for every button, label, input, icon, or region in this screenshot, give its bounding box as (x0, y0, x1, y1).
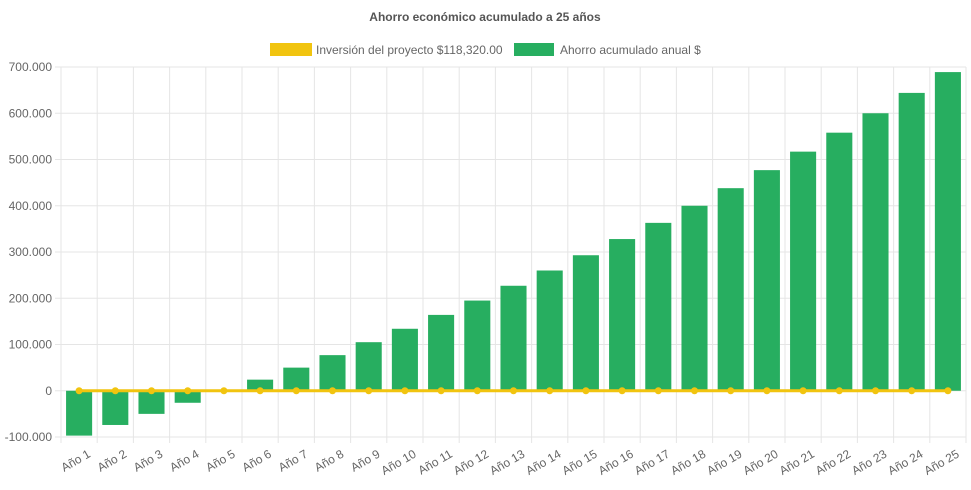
legend-label-savings: Ahorro acumulado anual $ (560, 43, 701, 57)
savings-bar (790, 151, 817, 391)
legend-label-investment: Inversión del proyecto $118,320.00 (316, 43, 503, 57)
legend-item-savings[interactable]: Ahorro acumulado anual $ (514, 43, 701, 57)
x-tick-label: Año 23 (849, 447, 889, 478)
investment-point (184, 387, 192, 395)
investment-point (473, 387, 481, 395)
savings-bar (862, 113, 889, 391)
y-tick-label: 300.000 (9, 245, 53, 259)
y-tick-label: -100.000 (5, 430, 53, 444)
x-tick-label: Año 3 (131, 447, 165, 475)
y-tick-label: 100.000 (9, 338, 53, 352)
y-tick-label: 500.000 (9, 153, 53, 167)
x-tick-label: Año 21 (777, 447, 817, 478)
investment-point (329, 387, 336, 395)
investment-point (944, 387, 952, 395)
investment-point (365, 387, 373, 395)
investment-point (437, 387, 445, 395)
legend-swatch-investment (270, 43, 312, 56)
savings-bar (247, 379, 274, 391)
chart-title: Ahorro económico acumulado a 25 años (369, 10, 601, 24)
savings-bar (283, 367, 310, 391)
investment-point (691, 387, 698, 395)
savings-bar (826, 132, 853, 391)
x-tick-label: Año 15 (560, 447, 600, 478)
x-tick-label: Año 13 (487, 447, 527, 478)
investment-point (75, 387, 83, 395)
investment-point (546, 387, 554, 395)
y-tick-label: 200.000 (9, 291, 53, 305)
x-tick-label: Año 7 (276, 447, 310, 475)
y-axis: 700.000 600.000 500.000 400.000 300.000 200.0… (5, 60, 53, 444)
savings-bar (717, 188, 744, 391)
savings-bar (355, 342, 382, 391)
x-tick-label: Año 22 (813, 447, 853, 478)
investment-point (220, 387, 228, 395)
savings-bar (174, 390, 201, 403)
x-tick-label: Año 8 (312, 447, 346, 475)
investment-point (148, 387, 155, 395)
x-tick-label: Año 4 (167, 447, 201, 475)
x-tick-label: Año 19 (704, 447, 744, 478)
savings-bar (536, 270, 563, 391)
savings-bar (102, 390, 129, 425)
investment-point (401, 387, 409, 395)
investment-point (727, 387, 735, 395)
x-tick-label: Año 16 (596, 447, 636, 478)
investment-point (111, 387, 119, 395)
legend-swatch-savings (514, 43, 554, 56)
savings-bar (319, 355, 346, 391)
investment-point (908, 387, 916, 395)
savings-bar (391, 328, 418, 391)
investment-point (763, 387, 771, 395)
x-tick-label: Año 14 (523, 447, 563, 478)
y-tick-label: 0 (45, 384, 52, 398)
investment-point (618, 387, 626, 395)
investment-point (799, 387, 807, 395)
savings-bar (138, 390, 165, 414)
investment-point (510, 387, 517, 395)
x-tick-label: Año 2 (95, 447, 129, 475)
investment-point (582, 387, 590, 395)
savings-bars (66, 72, 961, 436)
x-tick-label: Año 18 (668, 447, 708, 478)
x-tick-label: Año 11 (416, 447, 455, 478)
legend: Inversión del proyecto $118,320.00 Ahorr… (270, 43, 701, 57)
x-axis: Año 1 Año 2 Año 3 Año 4 Año 5 Año 6 Año 7 Año 8… (59, 447, 962, 478)
investment-point (654, 387, 662, 395)
investment-point (835, 387, 843, 395)
x-tick-label: Año 20 (741, 447, 781, 478)
savings-bar (428, 314, 455, 391)
investment-point (872, 387, 879, 395)
savings-bar (572, 255, 599, 391)
savings-bar (645, 222, 672, 391)
x-tick-label: Año 25 (922, 447, 962, 478)
y-tick-label: 600.000 (9, 106, 53, 120)
savings-bar (934, 72, 961, 391)
x-tick-label: Año 1 (59, 447, 93, 475)
investment-point (256, 387, 264, 395)
savings-bar (753, 170, 780, 391)
savings-bar (464, 300, 491, 391)
x-tick-label: Año 17 (632, 447, 672, 478)
x-tick-label: Año 12 (451, 447, 491, 478)
legend-item-investment[interactable]: Inversión del proyecto $118,320.00 (270, 43, 503, 57)
investment-point (292, 387, 300, 395)
investment-line (75, 387, 952, 395)
x-tick-label: Año 9 (348, 447, 382, 475)
savings-bar (500, 285, 527, 391)
x-tick-label: Año 24 (885, 447, 925, 478)
savings-bar (898, 92, 925, 391)
savings-bar (681, 205, 708, 391)
y-tick-label: 700.000 (9, 60, 53, 74)
x-tick-label: Año 5 (203, 447, 237, 475)
savings-bar (609, 239, 636, 391)
x-tick-label: Año 6 (240, 447, 274, 475)
y-tick-label: 400.000 (9, 199, 53, 213)
x-tick-label: Año 10 (379, 447, 419, 478)
savings-bar (66, 390, 93, 436)
